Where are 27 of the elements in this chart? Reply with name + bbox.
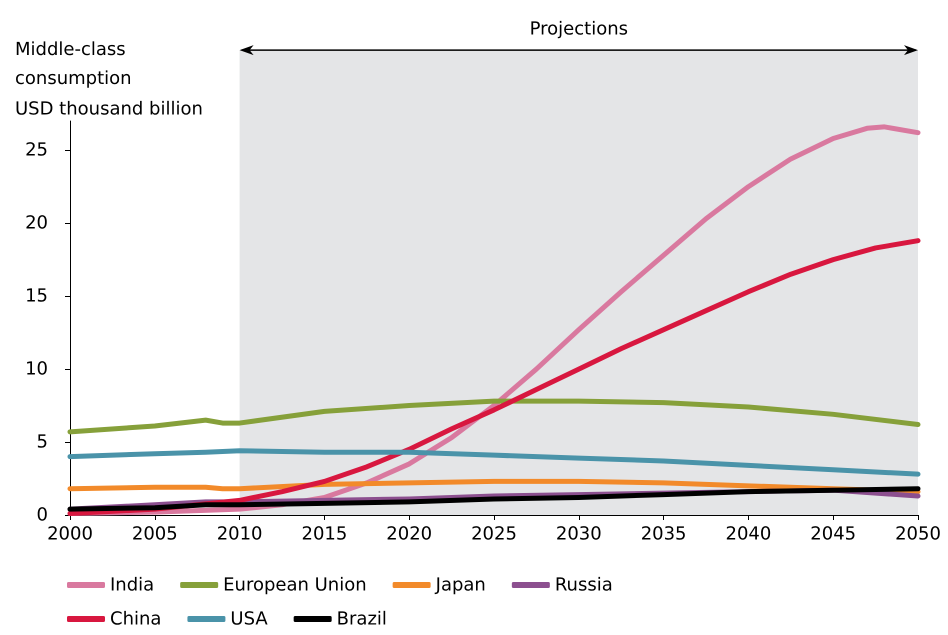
legend-label: China [110, 608, 162, 630]
legend-label: Russia [554, 574, 613, 596]
x-tick-label: 2010 [216, 524, 263, 544]
y-axis-title: USD thousand billion [15, 98, 203, 120]
y-tick-label: 5 [36, 432, 48, 453]
x-tick-label: 2050 [895, 524, 941, 544]
x-tick-label: 2030 [556, 524, 602, 544]
x-tick-label: 2020 [386, 524, 432, 544]
y-tick-label: 10 [25, 358, 48, 380]
x-tick-label: 2005 [132, 524, 178, 544]
y-tick-label: 20 [25, 212, 48, 234]
legend-label: Japan [434, 574, 486, 596]
x-tick-label: 2040 [725, 524, 772, 544]
x-tick-label: 2015 [301, 524, 348, 544]
y-tick-label: 0 [36, 504, 48, 526]
legend-label: Brazil [336, 608, 387, 630]
x-tick-label: 2000 [47, 524, 93, 544]
band-label: Projections [530, 18, 628, 40]
x-tick-label: 2035 [640, 524, 687, 544]
legend-label: USA [230, 608, 268, 630]
y-tick-label: 15 [25, 286, 48, 307]
x-tick-label: 2025 [471, 524, 517, 544]
legend-label: India [110, 574, 154, 596]
x-tick-label: 2045 [810, 524, 856, 544]
y-tick-label: 25 [25, 140, 48, 161]
legend-label: European Union [223, 574, 367, 596]
chart-title: Middle-class consumption [15, 39, 132, 89]
